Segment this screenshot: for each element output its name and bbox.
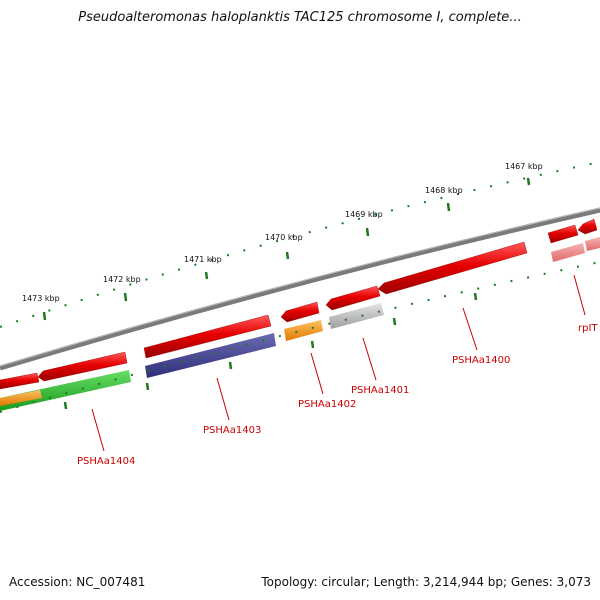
major-ticks bbox=[42, 177, 531, 321]
gene-product-track bbox=[0, 237, 600, 411]
scale-label-1470: 1470 kbp bbox=[265, 233, 303, 242]
gene-forward-edge-left[interactable] bbox=[0, 372, 40, 390]
gene-product-purple[interactable] bbox=[145, 333, 276, 378]
gene-label-pshaa1401[interactable]: PSHAa1401 bbox=[351, 385, 409, 396]
gene-forward-pshaa1401-upper[interactable] bbox=[325, 285, 381, 311]
map-title: Pseudoalteromonas haloplanktis TAC125 ch… bbox=[78, 10, 522, 25]
gene-product-pink-b[interactable] bbox=[585, 237, 600, 251]
gene-product-green[interactable] bbox=[0, 370, 131, 411]
gene-label-pshaa1403[interactable]: PSHAa1403 bbox=[203, 425, 261, 436]
gene-forward-pshaa1404-upper[interactable] bbox=[37, 351, 128, 382]
gene-label-pshaa1404[interactable]: PSHAa1404 bbox=[77, 456, 135, 467]
gene-label-pshaa1400[interactable]: PSHAa1400 bbox=[452, 355, 510, 366]
scale-label-1467: 1467 kbp bbox=[505, 162, 543, 171]
scale-label-1471: 1471 kbp bbox=[184, 255, 222, 264]
gene-label-rplt[interactable]: rpIT bbox=[578, 323, 598, 334]
gene-product-pink[interactable] bbox=[551, 243, 585, 262]
scale-label-1469: 1469 kbp bbox=[345, 210, 383, 219]
scale-ring-outer bbox=[0, 161, 600, 328]
inner-major-ticks bbox=[63, 292, 478, 410]
genome-summary: Topology: circular; Length: 3,214,944 bp… bbox=[261, 575, 591, 589]
scale-label-1473: 1473 kbp bbox=[22, 294, 60, 303]
chromosome-backbone bbox=[0, 207, 600, 371]
gene-product-orange[interactable] bbox=[284, 320, 323, 341]
gene-forward-pshaa1402-upper[interactable] bbox=[280, 301, 320, 323]
gene-labels bbox=[91, 274, 586, 452]
accession-label: Accession: NC_007481 bbox=[9, 575, 146, 589]
gene-forward-pshaa1400[interactable] bbox=[377, 241, 528, 295]
forward-strand-genes bbox=[0, 218, 598, 390]
gene-product-orange-left[interactable] bbox=[0, 390, 42, 406]
gene-forward-near-rplt-a[interactable] bbox=[547, 224, 579, 244]
scale-label-1472: 1472 kbp bbox=[103, 275, 141, 284]
gene-forward-near-rplt-b[interactable] bbox=[577, 218, 598, 235]
scale-label-1468: 1468 kbp bbox=[425, 186, 463, 195]
gene-forward-pshaa1403-upper[interactable] bbox=[143, 314, 272, 359]
gene-label-pshaa1402[interactable]: PSHAa1402 bbox=[298, 399, 356, 410]
gene-product-grey[interactable] bbox=[329, 303, 384, 329]
